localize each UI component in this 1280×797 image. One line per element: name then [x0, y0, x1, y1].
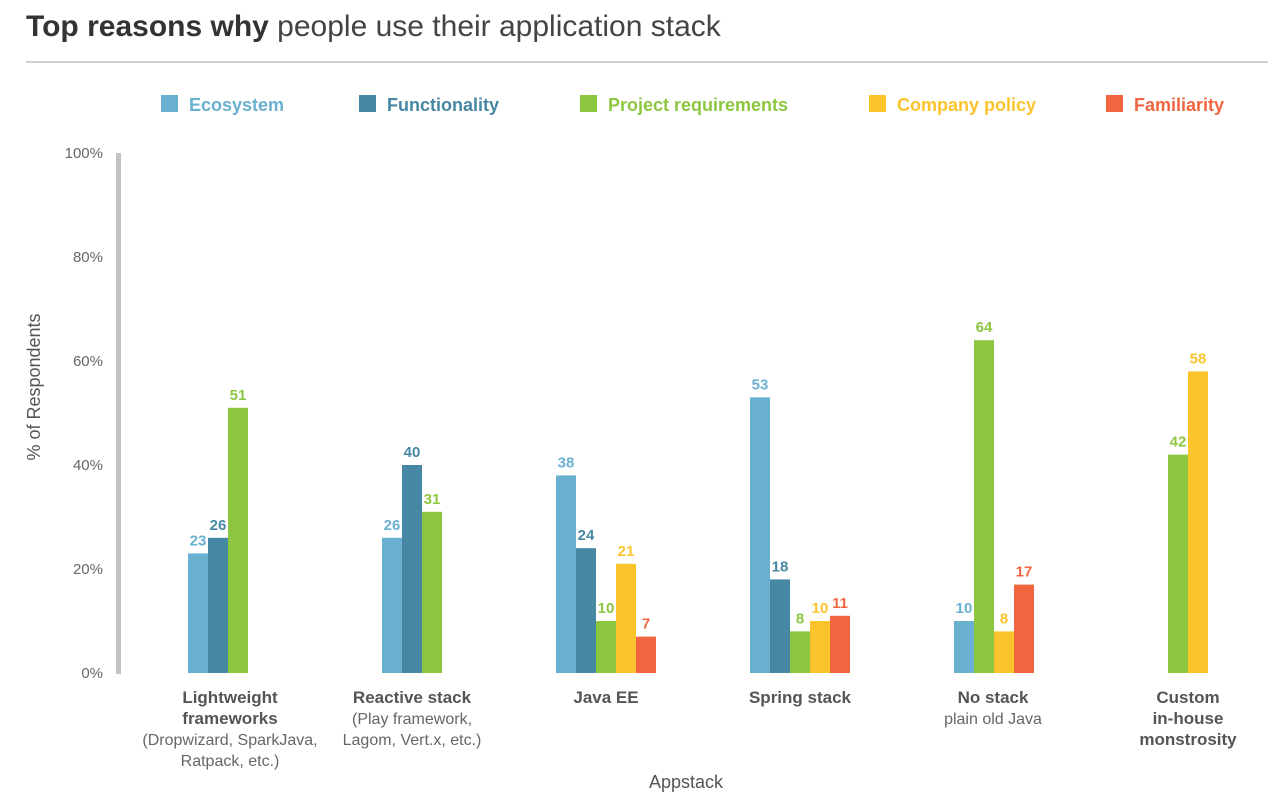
data-label: 26 [210, 517, 227, 534]
bar [616, 563, 636, 673]
data-label: 10 [812, 600, 829, 617]
chart-title-light: people use their application stack [277, 10, 721, 43]
bar [402, 465, 422, 673]
data-label: 42 [1170, 434, 1187, 451]
y-axis-line [116, 153, 121, 674]
x-axis-title: Appstack [649, 772, 724, 792]
bar [1168, 454, 1188, 673]
legend-swatch [359, 95, 376, 112]
bar [636, 636, 656, 673]
data-label: 11 [832, 595, 848, 612]
y-tick-label: 60% [73, 353, 103, 370]
y-tick-label: 100% [65, 145, 103, 162]
chart-title: Top reasons why people use their applica… [26, 10, 721, 44]
data-label: 18 [772, 558, 789, 575]
bar [228, 407, 248, 673]
data-label: 64 [976, 319, 993, 336]
data-label: 58 [1190, 350, 1207, 367]
y-tick-label: 40% [73, 457, 103, 474]
bar [974, 340, 994, 673]
bar [790, 631, 810, 673]
bar [576, 548, 596, 673]
category-label: in-house [1153, 709, 1224, 728]
category-sublabel: (Play framework, [352, 711, 472, 728]
data-label: 8 [796, 610, 804, 627]
legend-label: Familiarity [1134, 95, 1224, 115]
bar [810, 621, 830, 673]
data-label: 38 [558, 454, 575, 471]
data-label: 17 [1016, 564, 1033, 581]
data-label: 10 [956, 600, 973, 617]
data-label: 40 [404, 444, 421, 461]
chart-title-bold: Top reasons why [26, 10, 269, 43]
category-sublabel: plain old Java [944, 711, 1042, 728]
y-tick-label: 80% [73, 249, 103, 266]
bar [1014, 584, 1034, 673]
bar [208, 537, 228, 673]
category-label: Reactive stack [353, 688, 472, 707]
title-divider [26, 61, 1268, 63]
data-label: 10 [598, 600, 615, 617]
bar [954, 621, 974, 673]
bar [994, 631, 1014, 673]
bar [422, 511, 442, 673]
bar [750, 397, 770, 673]
legend-swatch [161, 95, 178, 112]
y-tick-label: 20% [73, 561, 103, 578]
data-label: 26 [384, 517, 401, 534]
legend-label: Project requirements [608, 95, 788, 115]
data-label: 23 [190, 532, 207, 549]
data-label: 7 [642, 616, 650, 633]
bar [188, 553, 208, 673]
legend-label: Company policy [897, 95, 1036, 115]
category-label: monstrosity [1139, 730, 1237, 749]
category-label: frameworks [182, 709, 277, 728]
y-axis-title: % of Respondents [24, 313, 44, 460]
category-label: Lightweight [182, 688, 278, 707]
legend-swatch [1106, 95, 1123, 112]
data-label: 8 [1000, 610, 1008, 627]
bar [1188, 371, 1208, 673]
bar [382, 537, 402, 673]
category-label: No stack [958, 688, 1029, 707]
data-label: 53 [752, 376, 769, 393]
category-label: Java EE [573, 688, 638, 707]
bar [830, 615, 850, 673]
data-label: 51 [230, 387, 247, 404]
bar [770, 579, 790, 673]
y-tick-label: 0% [81, 665, 103, 682]
category-sublabel: Ratpack, etc.) [181, 753, 280, 770]
data-label: 21 [618, 543, 635, 560]
legend-label: Functionality [387, 95, 499, 115]
legend-swatch [580, 95, 597, 112]
data-label: 31 [424, 491, 441, 508]
bar [556, 475, 576, 673]
bar [596, 621, 616, 673]
category-sublabel: (Dropwizard, SparkJava, [142, 732, 317, 749]
data-label: 24 [578, 527, 595, 544]
category-sublabel: Lagom, Vert.x, etc.) [343, 732, 482, 749]
category-label: Custom [1156, 688, 1219, 707]
legend-label: Ecosystem [189, 95, 284, 115]
legend-swatch [869, 95, 886, 112]
category-label: Spring stack [749, 688, 852, 707]
